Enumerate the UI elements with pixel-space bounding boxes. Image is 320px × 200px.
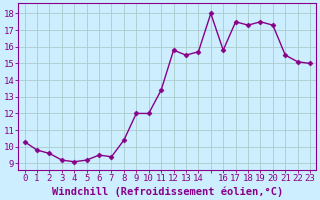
X-axis label: Windchill (Refroidissement éolien,°C): Windchill (Refroidissement éolien,°C) [52, 186, 283, 197]
